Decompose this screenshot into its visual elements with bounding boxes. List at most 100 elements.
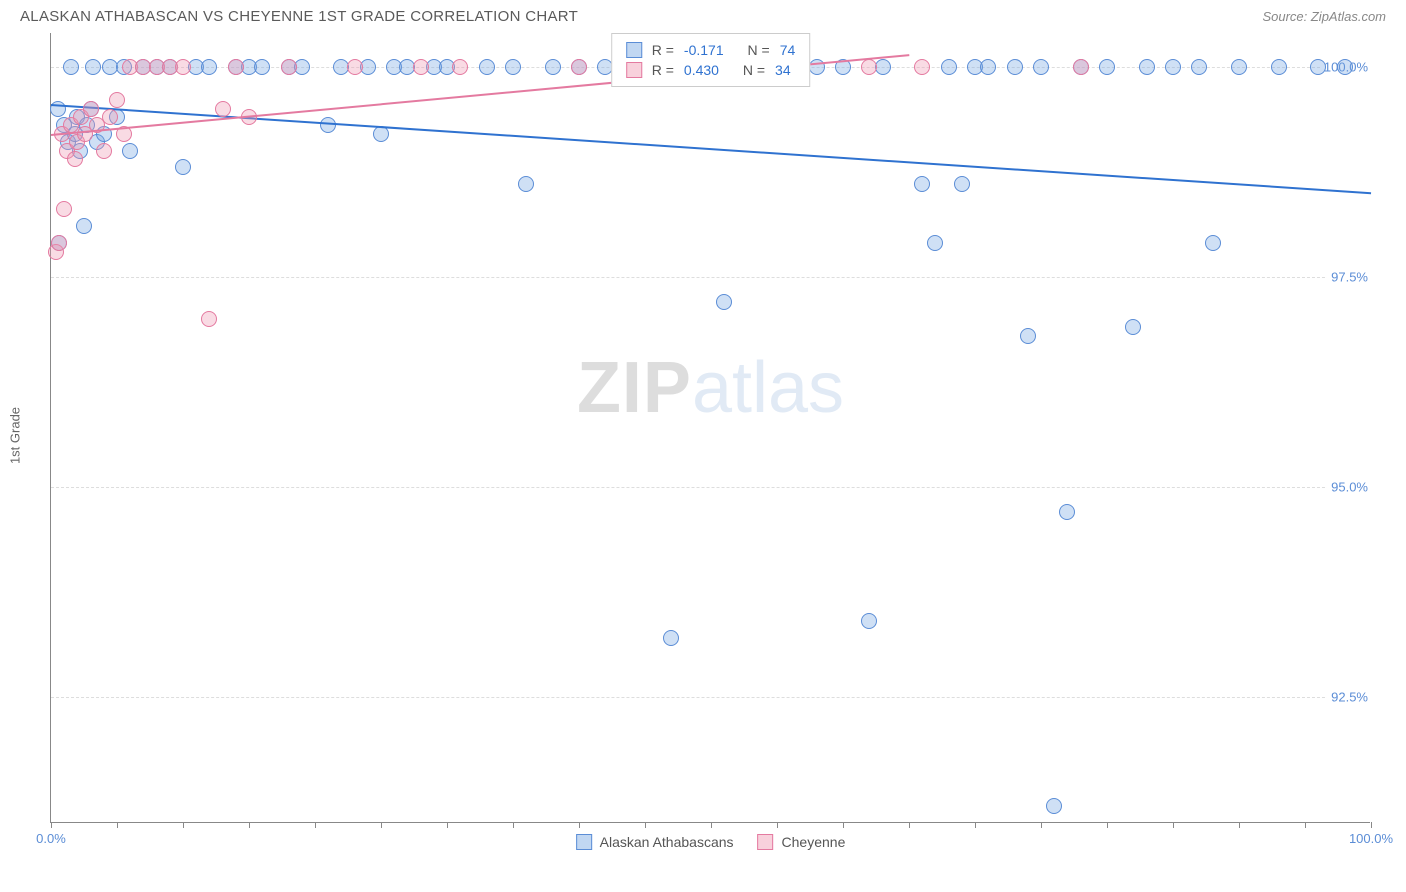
data-point-b: [452, 59, 468, 75]
data-point-b: [281, 59, 297, 75]
data-point-a: [1007, 59, 1023, 75]
data-point-a: [1046, 798, 1062, 814]
correlation-legend: R = -0.171 N = 74 R = 0.430 N = 34: [611, 33, 811, 87]
data-point-a: [1205, 235, 1221, 251]
watermark: ZIPatlas: [577, 347, 844, 429]
chart-area: 1st Grade ZIPatlas R = -0.171 N = 74 R =…: [50, 33, 1386, 823]
gridline: [51, 487, 1370, 488]
data-point-b: [861, 59, 877, 75]
x-tick: [447, 822, 448, 828]
legend-row-a: R = -0.171 N = 74: [626, 40, 796, 60]
data-point-a: [1271, 59, 1287, 75]
data-point-a: [980, 59, 996, 75]
data-point-a: [1139, 59, 1155, 75]
legend-swatch-a: [626, 42, 642, 58]
r-label: R =: [652, 42, 674, 58]
legend-label-a: Alaskan Athabascans: [600, 834, 734, 850]
y-tick-label: 97.5%: [1327, 269, 1372, 284]
r-value-a: -0.171: [684, 42, 724, 58]
data-point-a: [175, 159, 191, 175]
x-tick: [975, 822, 976, 828]
data-point-a: [716, 294, 732, 310]
data-point-a: [1099, 59, 1115, 75]
data-point-a: [663, 630, 679, 646]
n-label: N =: [748, 42, 770, 58]
data-point-b: [1073, 59, 1089, 75]
data-point-b: [56, 201, 72, 217]
r-value-b: 0.430: [684, 62, 719, 78]
legend-item-b: Cheyenne: [758, 834, 846, 850]
legend-swatch-a: [576, 834, 592, 850]
r-label: R =: [652, 62, 674, 78]
data-point-b: [96, 143, 112, 159]
gridline: [51, 277, 1370, 278]
data-point-b: [914, 59, 930, 75]
y-axis-label: 1st Grade: [8, 407, 23, 464]
watermark-zip: ZIP: [577, 348, 692, 428]
legend-item-a: Alaskan Athabascans: [576, 834, 734, 850]
data-point-b: [347, 59, 363, 75]
data-point-a: [254, 59, 270, 75]
x-tick: [183, 822, 184, 828]
data-point-a: [1191, 59, 1207, 75]
data-point-b: [102, 109, 118, 125]
data-point-a: [809, 59, 825, 75]
data-point-b: [215, 101, 231, 117]
data-point-a: [941, 59, 957, 75]
plot-region: ZIPatlas R = -0.171 N = 74 R = 0.430 N =…: [50, 33, 1370, 823]
x-tick: [249, 822, 250, 828]
x-tick-label: 0.0%: [36, 831, 66, 846]
data-point-a: [927, 235, 943, 251]
x-tick: [1173, 822, 1174, 828]
data-point-a: [518, 176, 534, 192]
y-tick-label: 95.0%: [1327, 479, 1372, 494]
x-tick: [315, 822, 316, 828]
legend-row-b: R = 0.430 N = 34: [626, 60, 796, 80]
watermark-atlas: atlas: [692, 348, 844, 428]
y-tick-label: 92.5%: [1327, 689, 1372, 704]
data-point-a: [320, 117, 336, 133]
data-point-a: [85, 59, 101, 75]
x-tick: [711, 822, 712, 828]
x-tick: [1239, 822, 1240, 828]
chart-title: ALASKAN ATHABASCAN VS CHEYENNE 1ST GRADE…: [20, 8, 578, 25]
x-tick: [843, 822, 844, 828]
chart-header: ALASKAN ATHABASCAN VS CHEYENNE 1ST GRADE…: [0, 0, 1406, 33]
data-point-a: [479, 59, 495, 75]
data-point-a: [76, 218, 92, 234]
data-point-b: [83, 101, 99, 117]
data-point-b: [67, 151, 83, 167]
data-point-a: [122, 143, 138, 159]
data-point-a: [201, 59, 217, 75]
legend-label-b: Cheyenne: [782, 834, 846, 850]
legend-swatch-b: [758, 834, 774, 850]
n-value-a: 74: [780, 42, 796, 58]
x-tick: [1107, 822, 1108, 828]
x-tick: [117, 822, 118, 828]
x-tick: [777, 822, 778, 828]
data-point-a: [545, 59, 561, 75]
data-point-b: [201, 311, 217, 327]
x-tick: [909, 822, 910, 828]
data-point-a: [914, 176, 930, 192]
data-point-b: [109, 92, 125, 108]
data-point-a: [505, 59, 521, 75]
x-tick: [579, 822, 580, 828]
chart-source: Source: ZipAtlas.com: [1262, 9, 1386, 24]
data-point-a: [954, 176, 970, 192]
data-point-b: [51, 235, 67, 251]
data-point-a: [1125, 319, 1141, 335]
data-point-a: [1337, 59, 1353, 75]
data-point-a: [1165, 59, 1181, 75]
data-point-b: [571, 59, 587, 75]
data-point-a: [1310, 59, 1326, 75]
data-point-b: [413, 59, 429, 75]
data-point-a: [1059, 504, 1075, 520]
x-tick: [1371, 822, 1372, 828]
n-value-b: 34: [775, 62, 791, 78]
data-point-a: [50, 101, 66, 117]
x-tick: [1041, 822, 1042, 828]
x-tick: [513, 822, 514, 828]
legend-swatch-b: [626, 62, 642, 78]
data-point-b: [228, 59, 244, 75]
